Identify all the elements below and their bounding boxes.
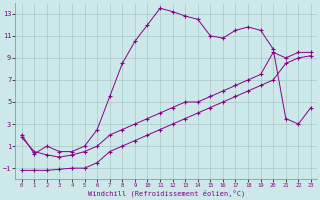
X-axis label: Windchill (Refroidissement éolien,°C): Windchill (Refroidissement éolien,°C): [88, 190, 245, 197]
